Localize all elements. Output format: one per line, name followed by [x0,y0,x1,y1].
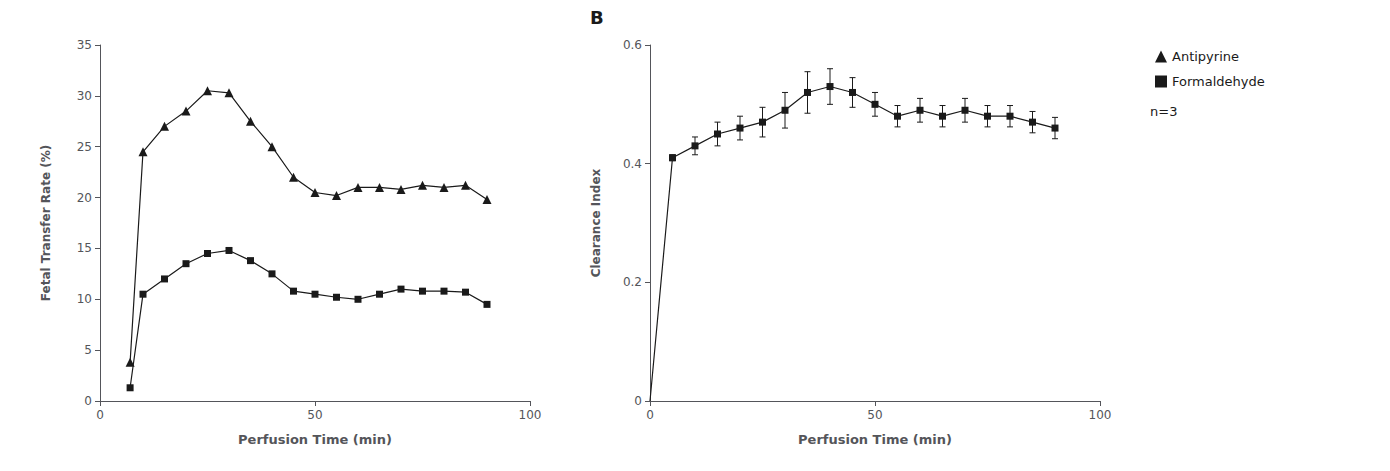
svg-text:Fetal Transfer Rate (%): Fetal Transfer Rate (%) [39,145,53,301]
svg-text:15: 15 [77,241,92,255]
svg-text:0: 0 [96,408,104,422]
svg-text:50: 50 [307,408,322,422]
svg-text:35: 35 [77,38,92,52]
svg-text:0: 0 [646,408,654,422]
svg-text:Antipyrine: Antipyrine [1172,49,1239,64]
svg-text:0.4: 0.4 [623,157,642,171]
svg-text:Clearance Index: Clearance Index [589,168,603,277]
svg-text:Perfusion Time (min): Perfusion Time (min) [238,432,392,447]
svg-text:Formaldehyde: Formaldehyde [1172,74,1265,89]
svg-text:20: 20 [77,191,92,205]
svg-text:25: 25 [77,140,92,154]
svg-text:n=3: n=3 [1150,104,1177,119]
svg-text:0: 0 [634,394,642,408]
svg-text:100: 100 [519,408,542,422]
svg-text:5: 5 [84,343,92,357]
svg-text:Perfusion Time (min): Perfusion Time (min) [798,432,952,447]
svg-text:B: B [590,7,604,28]
svg-text:0: 0 [84,394,92,408]
svg-text:30: 30 [77,89,92,103]
svg-text:10: 10 [77,292,92,306]
svg-text:100: 100 [1089,408,1112,422]
svg-text:50: 50 [867,408,882,422]
svg-text:0.6: 0.6 [623,38,642,52]
svg-text:0.2: 0.2 [623,275,642,289]
